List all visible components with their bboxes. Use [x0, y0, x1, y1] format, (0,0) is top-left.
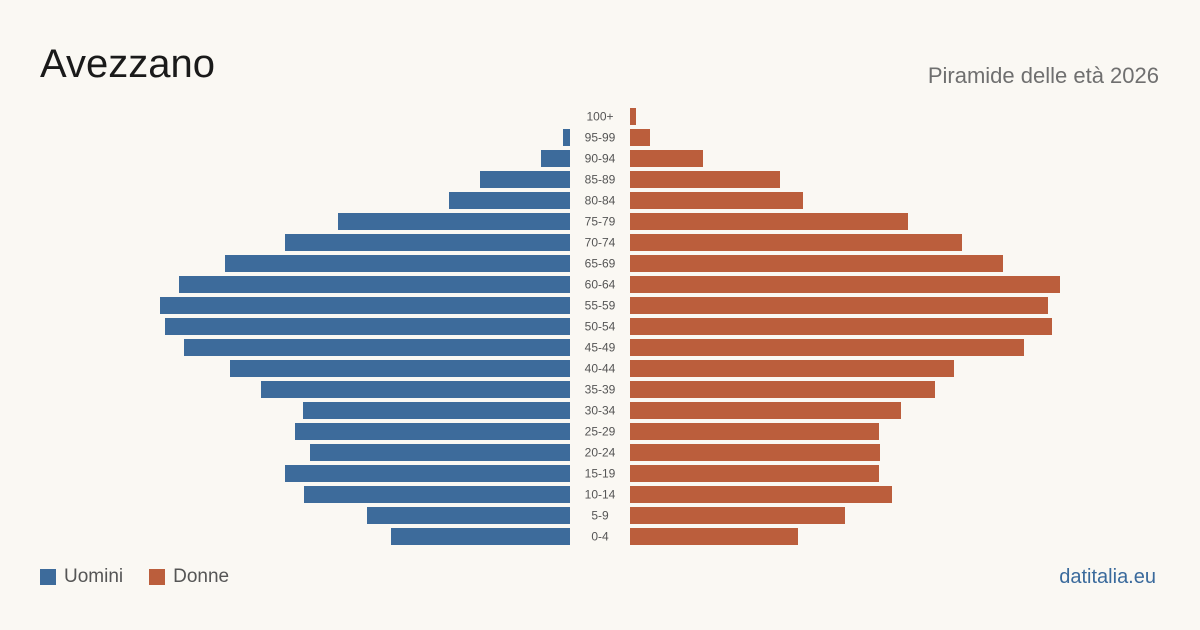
legend-swatch-female [149, 569, 166, 585]
bar-male-90-94 [541, 150, 570, 167]
page-title: Avezzano [40, 42, 215, 86]
bar-male-85-89 [480, 171, 570, 188]
bar-male-55-59 [160, 297, 570, 314]
bar-female-30-34 [630, 402, 901, 419]
age-label-25-29: 25-29 [585, 425, 616, 439]
bar-female-45-49 [630, 339, 1024, 356]
bar-male-15-19 [285, 465, 570, 482]
bar-male-25-29 [295, 423, 570, 440]
population-pyramid-chart: 100+ 95-99 90-94 85-89 80-84 75-79 70-74 65-69 6… [160, 108, 1060, 545]
bar-male-40-44 [230, 360, 570, 377]
bar-male-80-84 [449, 192, 570, 209]
bar-female-50-54 [630, 318, 1052, 335]
age-label-5-9: 5-9 [591, 509, 609, 523]
chart-subtitle: Piramide delle età 2026 [927, 63, 1159, 88]
bar-male-20-24 [310, 444, 570, 461]
legend-label-female: Donne [173, 566, 230, 587]
bar-male-75-79 [338, 213, 570, 230]
bar-female-95-99 [630, 129, 650, 146]
age-label-70-74: 70-74 [585, 236, 616, 250]
age-label-65-69: 65-69 [585, 257, 616, 271]
age-label-75-79: 75-79 [585, 215, 616, 229]
bar-female-60-64 [630, 276, 1060, 293]
bar-male-50-54 [165, 318, 570, 335]
age-label-80-84: 80-84 [585, 194, 616, 208]
legend-item-female: Donne [149, 566, 229, 588]
age-label-90-94: 90-94 [585, 152, 616, 166]
bar-male-65-69 [225, 255, 570, 272]
bar-male-10-14 [304, 486, 570, 503]
bar-male-30-34 [303, 402, 570, 419]
age-label-15-19: 15-19 [585, 467, 616, 481]
bar-female-90-94 [630, 150, 703, 167]
bar-female-35-39 [630, 381, 935, 398]
age-label-20-24: 20-24 [585, 446, 616, 460]
age-label-55-59: 55-59 [585, 299, 616, 313]
bar-female-70-74 [630, 234, 962, 251]
age-label-10-14: 10-14 [585, 488, 616, 502]
age-label-0-4: 0-4 [591, 530, 609, 544]
age-label-35-39: 35-39 [585, 383, 616, 397]
bar-female-0-4 [630, 528, 798, 545]
bar-female-15-19 [630, 465, 879, 482]
bar-female-20-24 [630, 444, 880, 461]
legend-label-male: Uomini [64, 566, 124, 587]
bar-male-60-64 [179, 276, 570, 293]
age-label-45-49: 45-49 [585, 341, 616, 355]
age-label-100plus: 100+ [586, 110, 613, 124]
bar-female-25-29 [630, 423, 879, 440]
bar-female-100plus [630, 108, 636, 125]
age-label-30-34: 30-34 [585, 404, 616, 418]
legend-swatch-male [40, 569, 56, 585]
age-label-95-99: 95-99 [585, 131, 616, 145]
bar-male-70-74 [285, 234, 570, 251]
bar-male-5-9 [367, 507, 570, 524]
age-label-50-54: 50-54 [585, 320, 616, 334]
legend-item-male: Uomini [40, 566, 123, 588]
bar-female-5-9 [630, 507, 845, 524]
bar-female-85-89 [630, 171, 780, 188]
bar-female-80-84 [630, 192, 803, 209]
age-label-85-89: 85-89 [585, 173, 616, 187]
brand-link[interactable]: datitalia.eu [1059, 566, 1156, 588]
chart-legend: Uomini Donne [40, 566, 255, 588]
bar-male-0-4 [391, 528, 570, 545]
bar-female-75-79 [630, 213, 908, 230]
bar-male-45-49 [184, 339, 570, 356]
bar-female-65-69 [630, 255, 1003, 272]
bar-female-10-14 [630, 486, 892, 503]
bar-female-55-59 [630, 297, 1048, 314]
age-label-60-64: 60-64 [585, 278, 616, 292]
age-label-40-44: 40-44 [585, 362, 616, 376]
bar-male-35-39 [261, 381, 570, 398]
bar-female-40-44 [630, 360, 954, 377]
bar-male-95-99 [563, 129, 570, 146]
